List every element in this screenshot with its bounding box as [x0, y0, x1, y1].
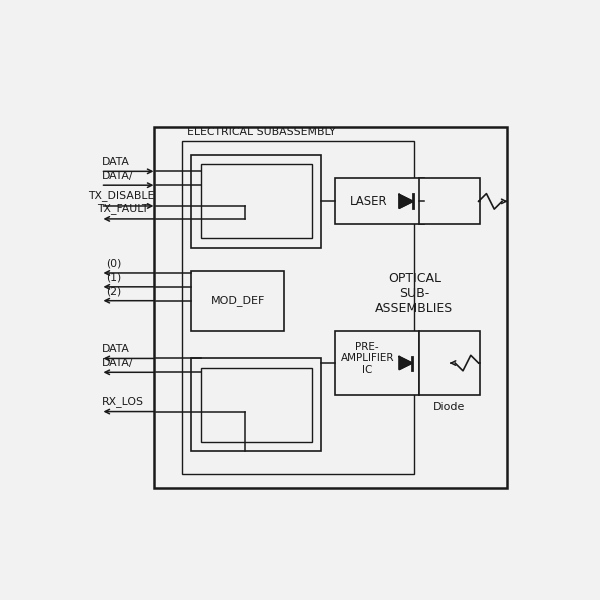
Bar — [191, 155, 322, 248]
Bar — [335, 178, 424, 224]
Text: DATA/: DATA/ — [102, 358, 133, 368]
Text: RX_LOS: RX_LOS — [102, 396, 144, 407]
Bar — [200, 164, 312, 238]
Text: DATA: DATA — [102, 157, 130, 167]
Bar — [335, 331, 419, 395]
Text: MOD_DEF: MOD_DEF — [211, 295, 265, 306]
Text: OPTICAL
SUB-
ASSEMBLIES: OPTICAL SUB- ASSEMBLIES — [376, 272, 454, 315]
Text: TX_DISABLE: TX_DISABLE — [88, 190, 154, 202]
Text: (1): (1) — [107, 272, 122, 282]
Text: Diode: Diode — [433, 402, 466, 412]
Text: ELECTRICAL SUBASSEMBLY: ELECTRICAL SUBASSEMBLY — [187, 127, 335, 137]
Text: PRE-
AMPLIFIER
IC: PRE- AMPLIFIER IC — [340, 342, 394, 375]
Polygon shape — [399, 194, 413, 208]
Bar — [182, 141, 415, 474]
Text: DATA/: DATA/ — [102, 170, 133, 181]
Bar — [191, 358, 322, 451]
Bar — [191, 271, 284, 331]
Text: DATA: DATA — [102, 344, 130, 354]
Text: LASER: LASER — [350, 195, 388, 208]
Polygon shape — [399, 356, 412, 370]
Bar — [200, 368, 312, 442]
Text: (2): (2) — [107, 286, 122, 296]
Text: TX_FAULT: TX_FAULT — [97, 203, 149, 214]
Bar — [419, 331, 479, 395]
Text: (0): (0) — [107, 259, 122, 268]
Bar — [419, 178, 479, 224]
Bar — [154, 127, 508, 488]
